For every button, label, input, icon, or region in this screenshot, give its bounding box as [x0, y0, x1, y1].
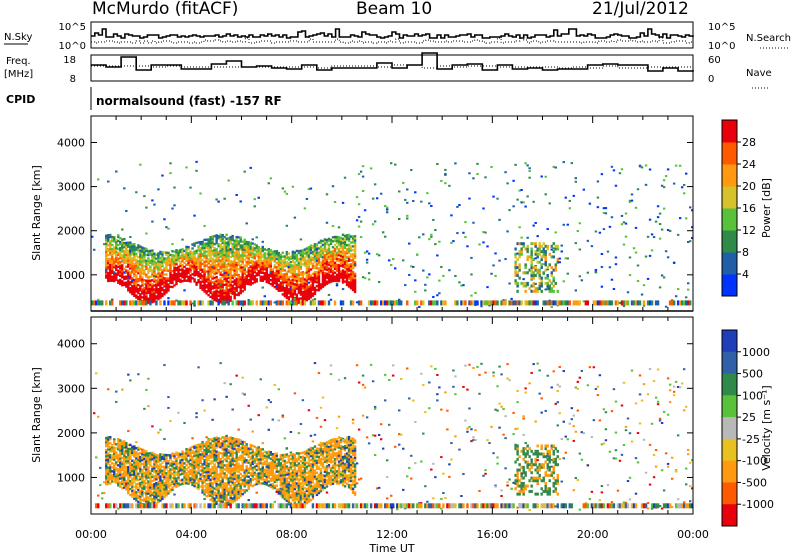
colorbar-tick-label: 100 — [742, 389, 763, 402]
nave-trace — [91, 64, 694, 69]
ytick-label: 3000 — [57, 382, 85, 395]
power-ylabel: Slant Range [km] — [30, 165, 43, 261]
ytick-label: 4000 — [57, 338, 85, 351]
colorbar-tick-label: 12 — [742, 224, 756, 237]
xtick-label: 00:00 — [677, 528, 709, 541]
freq-panel: Freq. [MHz] 18 8 60 0 Nave — [4, 52, 772, 89]
colorbar-swatch — [722, 164, 737, 187]
nsearch-trace — [91, 37, 693, 44]
power-yticks: 1000 2000 3000 4000 — [57, 136, 693, 282]
power-xticks — [90, 116, 694, 311]
cpid-row: CPID normalsound (fast) -157 RF — [6, 87, 282, 110]
power-colorbar-title: Power [dB] — [760, 178, 773, 238]
xtick-label: 20:00 — [577, 528, 609, 541]
velocity-ylabel: Slant Range [km] — [30, 367, 43, 463]
velocity-heatmap — [93, 362, 694, 512]
colorbar-swatch — [722, 230, 737, 253]
power-heatmap — [91, 160, 694, 309]
freq-trace — [91, 52, 694, 72]
colorbar-tick-label: -1000 — [742, 498, 774, 511]
colorbar-tick-label: 8 — [742, 246, 749, 259]
colorbar-swatch — [722, 186, 737, 209]
colorbar-tick-label: -100 — [742, 455, 767, 468]
xtick-label: 16:00 — [476, 528, 508, 541]
colorbar-tick-label: 16 — [742, 202, 756, 215]
velocity-panel: Slant Range [km] 1000 2000 3000 4000 — [30, 316, 694, 515]
colorbar-swatch — [722, 373, 737, 396]
colorbar-tick-label: 24 — [742, 158, 756, 171]
time-axis-labels: 00:00 04:00 08:00 12:00 16:00 20:00 00:00 — [75, 528, 709, 541]
colorbar-tick-label: -500 — [742, 476, 767, 489]
velocity-colorbar-title: Velocity [m s⁻¹] — [760, 385, 773, 470]
power-colorbar: 4 8 12 16 20 24 28 Power [dB] — [721, 119, 773, 297]
sky-panel: N.Sky 10^5 10^0 10^5 10^0 N.Search — [4, 21, 791, 52]
colorbar-tick-label: 500 — [742, 368, 763, 381]
cpid-label: CPID — [6, 93, 35, 106]
nave-label: Nave — [746, 68, 772, 79]
nsky-label: N.Sky — [4, 32, 32, 43]
freq-label-line2: [MHz] — [4, 69, 33, 80]
nave-tick-high: 60 — [708, 55, 721, 66]
xaxis-title: Time UT — [368, 542, 414, 554]
colorbar-swatch — [722, 252, 737, 275]
colorbar-tick-label: 20 — [742, 180, 756, 193]
colorbar-tick-label: -25 — [742, 433, 760, 446]
colorbar-swatch — [722, 351, 737, 375]
colorbar-tick-label: 4 — [742, 268, 749, 281]
site-title: McMurdo (fitACF) — [92, 0, 239, 19]
nsky-tick-low: 10^0 — [59, 41, 86, 52]
nsearch-tick-high: 10^5 — [708, 22, 735, 33]
colorbar-tick-label: 1000 — [742, 346, 770, 359]
colorbar-swatch — [722, 142, 737, 165]
nsky-trace — [91, 28, 694, 39]
ytick-label: 4000 — [57, 136, 85, 149]
power-panel: Slant Range [km] 1000 2000 3000 4000 — [30, 115, 694, 312]
ytick-label: 1000 — [57, 269, 85, 282]
date-title: 21/Jul/2012 — [592, 0, 689, 19]
xtick-label: 04:00 — [175, 528, 207, 541]
freq-label-line1: Freq. — [6, 56, 31, 67]
colorbar-swatch — [722, 482, 737, 505]
colorbar-swatch — [722, 395, 737, 418]
colorbar-swatch — [722, 274, 737, 297]
velocity-colorbar: 1000 500 100 25 -25 -100 -500 -1000 Velocity [m… — [721, 329, 774, 527]
nsky-tick-high: 10^5 — [59, 22, 86, 33]
colorbar-swatch — [722, 208, 737, 231]
colorbar-swatch — [722, 120, 737, 143]
nsearch-label: N.Search — [746, 33, 791, 44]
freq-tick-high: 18 — [63, 55, 76, 66]
ytick-label: 2000 — [57, 427, 85, 440]
ytick-label: 3000 — [57, 181, 85, 194]
nsearch-tick-low: 10^0 — [708, 41, 735, 52]
beam-title: Beam 10 — [356, 0, 433, 19]
velocity-yticks: 1000 2000 3000 4000 — [57, 338, 693, 484]
ytick-label: 2000 — [57, 225, 85, 238]
ytick-label: 1000 — [57, 471, 85, 484]
cpid-value: normalsound (fast) -157 RF — [96, 94, 282, 108]
colorbar-tick-label: 28 — [742, 136, 756, 149]
nave-tick-low: 0 — [708, 74, 714, 85]
colorbar-swatch — [722, 504, 737, 527]
xtick-label: 00:00 — [75, 528, 107, 541]
colorbar-tick-label: 25 — [742, 411, 756, 424]
colorbar-swatch — [722, 438, 737, 462]
xtick-label: 08:00 — [276, 528, 308, 541]
velocity-xticks — [90, 317, 694, 514]
colorbar-swatch — [722, 460, 737, 483]
colorbar-swatch — [722, 330, 737, 353]
colorbar-swatch — [722, 417, 737, 440]
xtick-label: 12:00 — [376, 528, 408, 541]
freq-tick-low: 8 — [70, 74, 76, 85]
